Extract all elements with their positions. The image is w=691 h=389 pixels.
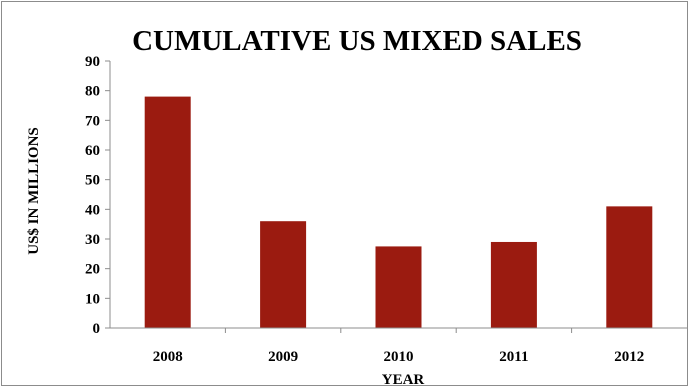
bar-2012 xyxy=(606,206,653,328)
x-tick-label: 2009 xyxy=(268,349,298,365)
x-axis-label: YEAR xyxy=(382,372,425,388)
y-tick-label: 60 xyxy=(85,143,100,159)
y-tick-label: 30 xyxy=(85,232,100,248)
x-tick-label: 2011 xyxy=(499,349,528,365)
y-tick-label: 40 xyxy=(85,202,100,218)
y-tick-label: 70 xyxy=(85,113,100,129)
y-axis: 0 10 20 30 40 50 60 70 80 90 xyxy=(85,54,111,337)
y-tick-label: 50 xyxy=(85,173,100,189)
bar-2008 xyxy=(144,96,191,328)
y-tick-label: 90 xyxy=(85,54,100,70)
x-tick-label: 2010 xyxy=(384,349,414,365)
bar-2011 xyxy=(490,241,537,328)
x-tick-label: 2008 xyxy=(153,349,183,365)
y-tick-label: 80 xyxy=(85,84,100,100)
y-tick-label: 0 xyxy=(93,321,101,337)
y-tick-label: 10 xyxy=(85,291,100,307)
bar-2009 xyxy=(260,221,307,328)
chart-title: CUMULATIVE US MIXED SALES xyxy=(132,25,582,57)
y-tick-label: 20 xyxy=(85,262,100,278)
bars-group xyxy=(144,96,653,328)
x-axis: 2008 2009 2010 2011 2012 xyxy=(110,327,687,365)
bar-2010 xyxy=(375,246,422,328)
x-tick-label: 2012 xyxy=(614,349,644,365)
y-axis-label: US$ IN MILLIONS xyxy=(26,127,42,255)
